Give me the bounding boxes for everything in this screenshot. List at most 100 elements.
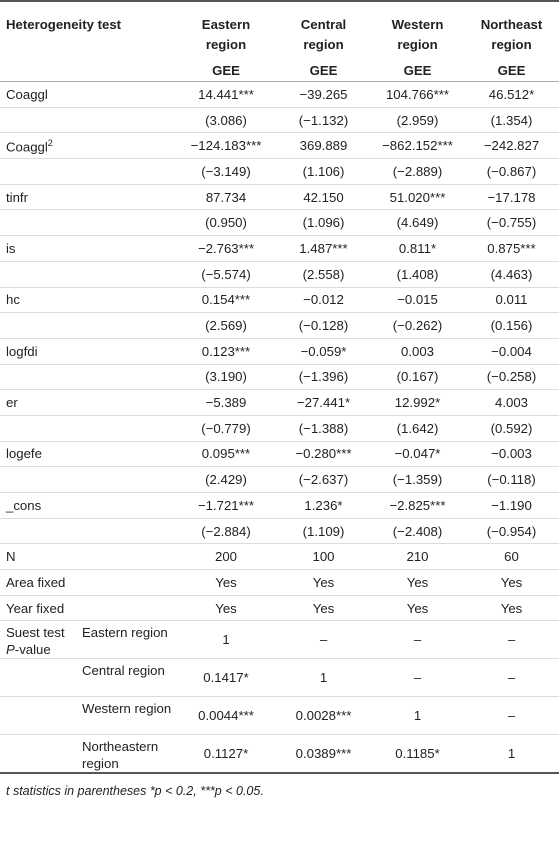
- row-label: [0, 518, 176, 545]
- suest-region-label: Western region: [80, 696, 176, 736]
- table-cell: 0.1185*: [371, 734, 464, 775]
- table-cell: 210: [371, 543, 464, 571]
- table-cell: –: [464, 658, 559, 698]
- row-label: [0, 261, 176, 288]
- row-label: N: [0, 543, 176, 571]
- table-cell: Yes: [371, 569, 464, 596]
- table-cell: −0.012: [276, 287, 371, 314]
- table-row: hc 0.154*** −0.012 −0.015 0.011: [0, 287, 559, 314]
- table-cell: 0.875***: [464, 235, 559, 262]
- table-cell: (−0.954): [464, 518, 559, 545]
- table-cell: −1.721***: [176, 492, 276, 519]
- suest-label: [0, 734, 80, 775]
- table-cell: (−1.359): [371, 466, 464, 493]
- table-row: (−0.779) (−1.388) (1.642) (0.592): [0, 415, 559, 442]
- table-cell: −2.825***: [371, 492, 464, 519]
- table-cell: (−2.408): [371, 518, 464, 545]
- table-cell: Yes: [464, 595, 559, 622]
- table-cell: 42.150: [276, 184, 371, 211]
- row-label: hc: [0, 287, 176, 314]
- table-cell: 0.811*: [371, 235, 464, 262]
- table-cell: −0.280***: [276, 441, 371, 468]
- suest-row: Suest test P-value Eastern region 1– – –: [0, 620, 559, 660]
- table-cell: 4.003: [464, 389, 559, 416]
- row-label: logefe: [0, 441, 176, 468]
- table-cell: (−0.128): [276, 312, 371, 339]
- table-cell: −0.004: [464, 338, 559, 365]
- col-header-central: Central region GEE: [276, 0, 371, 81]
- table-cell: (−5.574): [176, 261, 276, 288]
- table-row: er −5.389 −27.441* 12.992* 4.003: [0, 389, 559, 416]
- table-cell: –: [371, 658, 464, 698]
- table-row: tinfr 87.734 42.150 51.020*** −17.178: [0, 184, 559, 211]
- suest-region-label: Northeastern region: [80, 734, 176, 775]
- table-cell: 0.123***: [176, 338, 276, 365]
- table-cell: (−0.755): [464, 209, 559, 237]
- suest-region-label: Central region: [80, 658, 176, 698]
- table-cell: −27.441*: [276, 389, 371, 416]
- table-cell: (3.086): [176, 107, 276, 134]
- table-cell: (−2.889): [371, 158, 464, 185]
- table-cell: 1.487***: [276, 235, 371, 262]
- table-cell: (1.096): [276, 209, 371, 237]
- table-cell: Yes: [176, 595, 276, 622]
- table-cell: −5.389: [176, 389, 276, 416]
- col-header-western: Western region GEE: [371, 0, 464, 81]
- table-cell: 104.766***: [371, 81, 464, 108]
- table-cell: Yes: [176, 569, 276, 596]
- table-cell: (1.408): [371, 261, 464, 288]
- row-label: Coaggl2: [0, 132, 176, 160]
- row-label: [0, 312, 176, 339]
- row-label: [0, 415, 176, 442]
- row-label: Coaggl: [0, 81, 176, 108]
- table-cell: −17.178: [464, 184, 559, 211]
- suest-row: Central region 0.1417* 1– –: [0, 658, 559, 698]
- table-row: (0.950) (1.096) (4.649) (−0.755): [0, 209, 559, 237]
- table-cell: (−0.867): [464, 158, 559, 185]
- table-cell: −0.047*: [371, 441, 464, 468]
- table-cell: 100: [276, 543, 371, 571]
- table-cell: 51.020***: [371, 184, 464, 211]
- col-header-eastern: Eastern region GEE: [176, 0, 276, 81]
- table-cell: 12.992*: [371, 389, 464, 416]
- table-note: t statistics in parentheses *p < 0.2, **…: [6, 784, 264, 799]
- table-row: (−2.884) (1.109) (−2.408) (−0.954): [0, 518, 559, 545]
- table-cell: (−0.118): [464, 466, 559, 493]
- table-row: (2.429) (−2.637) (−1.359) (−0.118): [0, 466, 559, 493]
- table-row: Year fixed Yes Yes Yes Yes: [0, 595, 559, 622]
- table-cell: −862.152***: [371, 132, 464, 160]
- suest-label: [0, 696, 80, 736]
- row-label: tinfr: [0, 184, 176, 211]
- table-cell: Yes: [276, 569, 371, 596]
- table-row: N 200 100 210 60: [0, 543, 559, 571]
- table-cell: Yes: [276, 595, 371, 622]
- table-cell: −2.763***: [176, 235, 276, 262]
- suest-row: Western region 0.0044*** 0.0028*** 1–: [0, 696, 559, 736]
- table-cell: −242.827: [464, 132, 559, 160]
- table-header: Heterogeneity test Eastern region GEE Cent…: [0, 0, 559, 82]
- table-cell: (2.429): [176, 466, 276, 493]
- table-cell: (2.569): [176, 312, 276, 339]
- table-cell: 0.0389***: [276, 734, 371, 775]
- table-row: _cons −1.721*** 1.236* −2.825*** −1.190: [0, 492, 559, 519]
- row-label: [0, 364, 176, 391]
- table-cell: 0.154***: [176, 287, 276, 314]
- table-cell: –: [464, 620, 559, 660]
- table-cell: −0.003: [464, 441, 559, 468]
- table-cell: –: [371, 620, 464, 660]
- table-cell: (0.156): [464, 312, 559, 339]
- table-cell: (1.354): [464, 107, 559, 134]
- suest-label: [0, 658, 80, 698]
- table-row: Coaggl 14.441*** −39.265 104.766*** 46.512*: [0, 81, 559, 108]
- table-cell: 200: [176, 543, 276, 571]
- table-cell: 0.003: [371, 338, 464, 365]
- table-cell: (3.190): [176, 364, 276, 391]
- table-cell: 1.236*: [276, 492, 371, 519]
- table-body: Coaggl 14.441*** −39.265 104.766*** 46.512*(…: [0, 81, 559, 775]
- table-cell: (−1.132): [276, 107, 371, 134]
- table-cell: 1: [464, 734, 559, 775]
- row-label: logfdi: [0, 338, 176, 365]
- table-cell: (−1.388): [276, 415, 371, 442]
- table-cell: (0.167): [371, 364, 464, 391]
